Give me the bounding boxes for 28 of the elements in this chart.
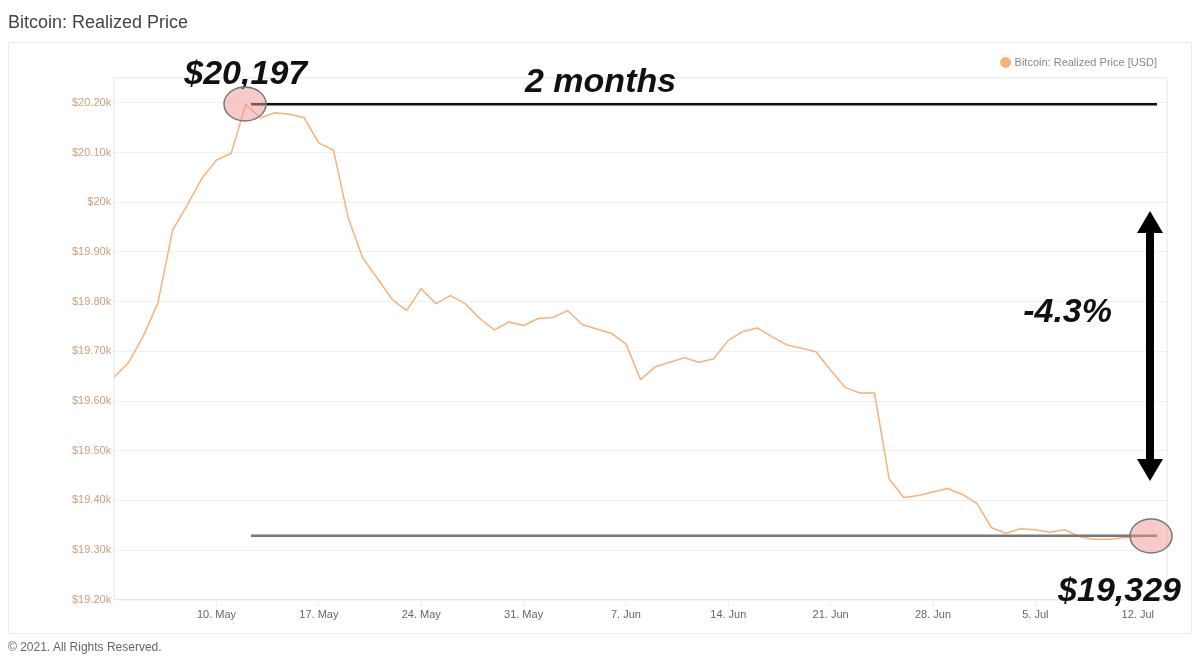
annotation: -4.3% [1023,291,1112,330]
x-tick-label: 21. Jun [812,608,849,621]
y-tick-label: $19.80k [71,294,112,307]
y-tick-label: $19.90k [71,244,112,257]
text: © 2021. All Rights Reserved. [8,640,163,654]
legend-label: Bitcoin: Realized Price [USD] [1014,55,1158,68]
x-tick-label: 12. Jul [1121,608,1154,621]
y-tick-label: $19.30k [71,543,112,556]
x-tick-label: 5. Jul [1022,608,1049,621]
chart-title: Bitcoin: Realized Price [8,11,190,34]
x-tick-label: 17. May [299,608,339,621]
y-tick-label: $19.20k [71,592,112,605]
x-tick-label: 10. May [196,608,237,621]
y-tick-label: $19.40k [71,493,112,506]
y-tick-label: $19.70k [71,344,112,357]
x-tick-label: 14. Jun [710,608,747,621]
y-tick-label: $19.50k [71,443,112,456]
annotation: 2 months [524,60,677,99]
y-tick-label: $19.60k [71,394,112,407]
x-tick-label: 24. May [401,608,442,621]
y-tick-label: $20.20k [71,95,112,108]
x-tick-label: 28. Jun [914,608,952,621]
x-tick-label: 7. Jun [610,608,641,621]
annotation: $19,329 [1057,570,1182,609]
x-tick-label: 31. May [504,608,544,621]
annotation: $20,197 [183,52,310,91]
y-tick-label: $20.10k [71,145,112,158]
y-tick-label: $20k [87,195,112,208]
